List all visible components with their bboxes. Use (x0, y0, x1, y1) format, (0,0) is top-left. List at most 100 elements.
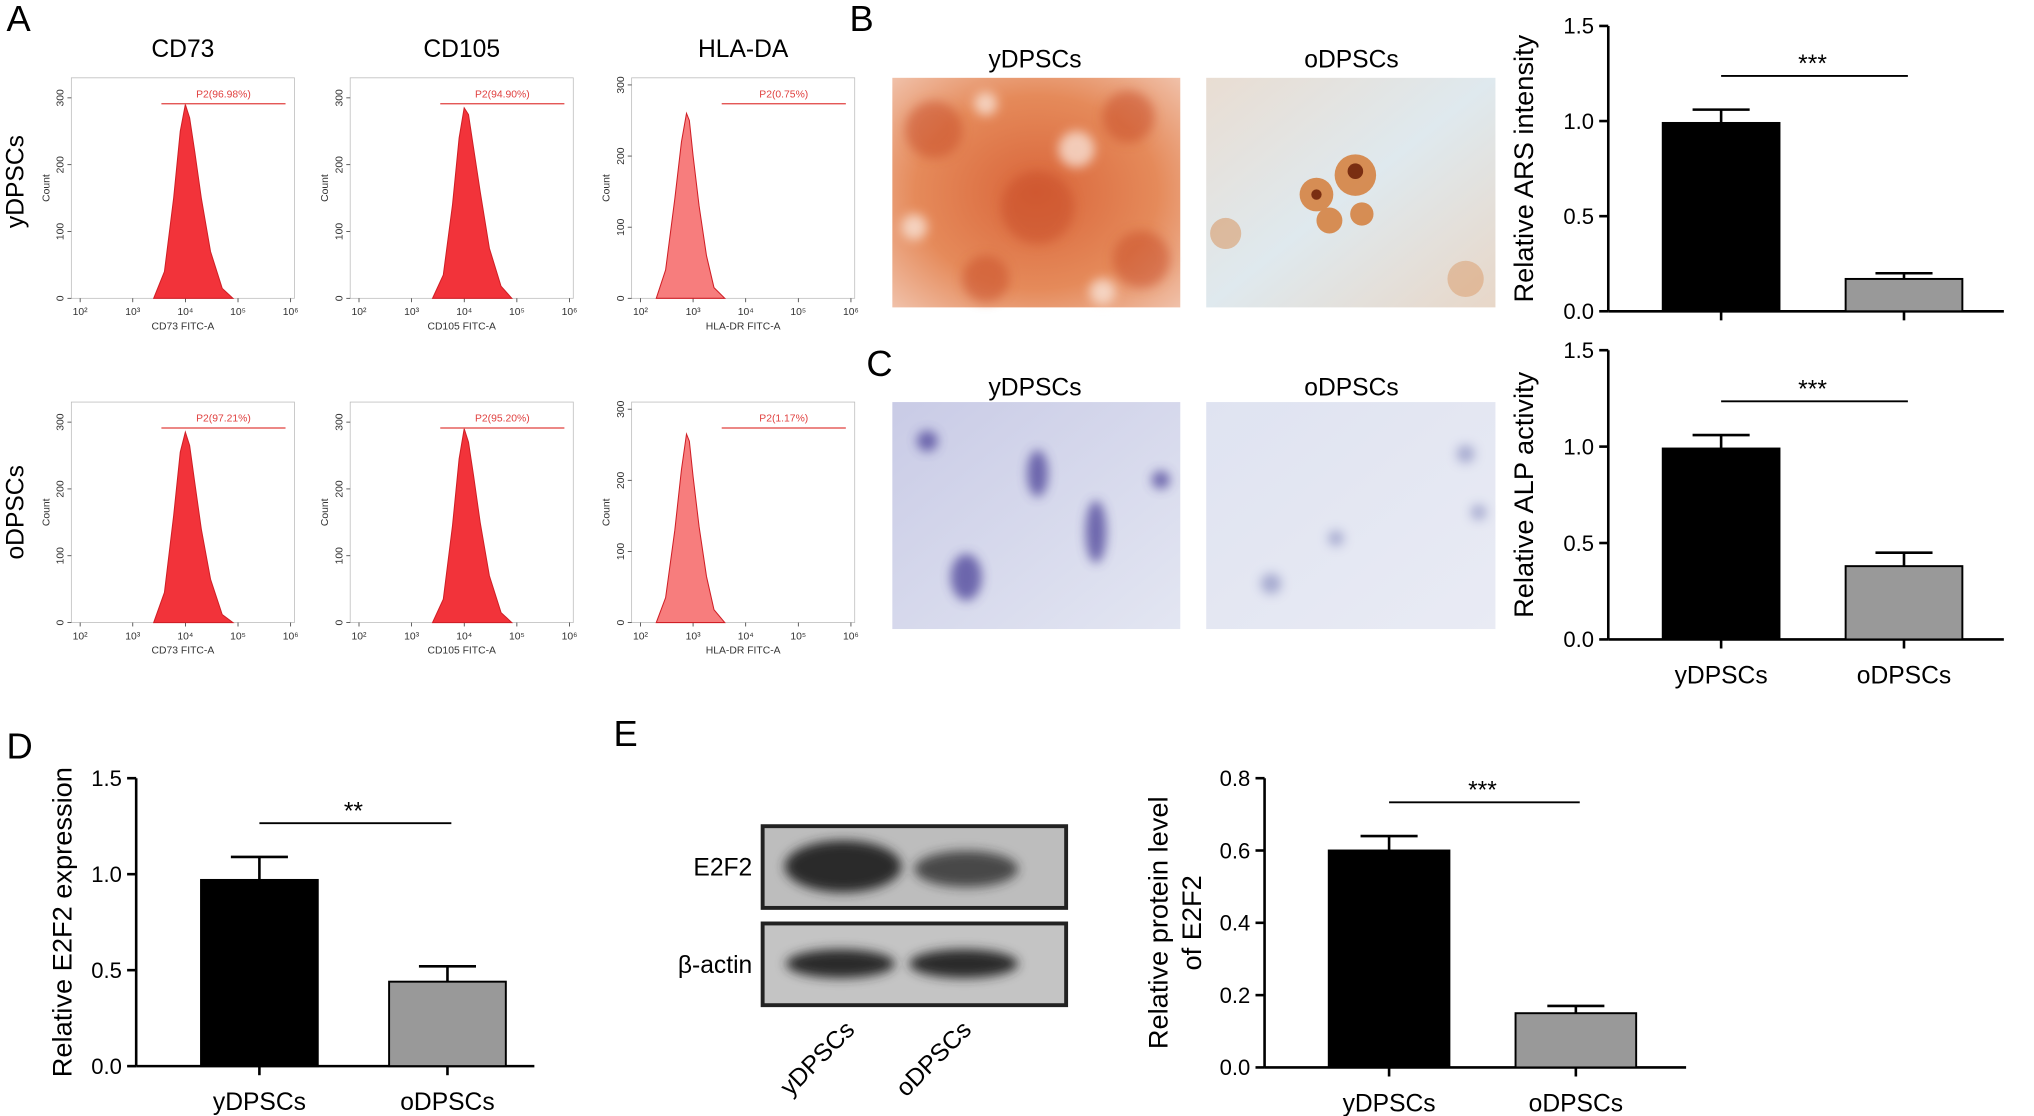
y-axis-label: Count (41, 498, 52, 526)
alp-image-old (1206, 402, 1496, 630)
bar (1661, 121, 1781, 313)
error-bar (230, 855, 288, 880)
panel-label: E (613, 713, 637, 754)
y-tick-label: 1.5 (91, 766, 122, 791)
ars-image-old (1206, 77, 1496, 308)
image-title: yDPSCs (988, 46, 1081, 73)
y-tick-label: 300 (56, 89, 67, 107)
x-tick-label: 10³ (125, 307, 141, 318)
x-axis-label: CD105 FITC-A (427, 646, 496, 657)
bar (1661, 447, 1781, 641)
histogram-area (152, 104, 235, 299)
row-label: oDPSCs (2, 465, 29, 559)
y-axis-label: Count (602, 498, 613, 526)
panel-label: C (866, 343, 892, 384)
y-tick-label: 0.0 (1563, 627, 1594, 652)
y-tick-label: 1.5 (1563, 338, 1594, 363)
histogram-area (655, 432, 726, 624)
panel-label: A (6, 0, 31, 39)
y-axis-label: Count (41, 174, 52, 202)
y-tick-label: 200 (334, 156, 345, 174)
gate-label: P2(0.75%) (759, 89, 808, 100)
error-bar (1360, 834, 1418, 851)
bar (1844, 277, 1964, 313)
y-tick-label: 1.5 (1563, 14, 1594, 39)
blot-label: E2F2 (693, 854, 752, 881)
histogram-area (431, 106, 513, 299)
bar (388, 980, 507, 1068)
y-tick-label: 200 (56, 480, 67, 498)
blot-label: β-actin (678, 952, 752, 979)
gate-label: P2(97.21%) (196, 414, 251, 425)
bar (1844, 565, 1964, 641)
y-tick-label: 200 (616, 471, 627, 489)
x-tick-label: 10³ (404, 631, 420, 642)
x-tick-label: 10⁶ (843, 307, 859, 318)
x-tick-label: 10² (73, 631, 89, 642)
x-tick-label: 10² (352, 307, 368, 318)
x-tick-label: oDPSCs (400, 1089, 494, 1116)
y-tick-label: 0 (616, 619, 627, 625)
y-tick-label: 0.0 (1220, 1055, 1251, 1080)
x-axis-label: HLA-DR FITC-A (706, 321, 781, 332)
y-tick-label: 300 (334, 413, 345, 431)
bar (1514, 1012, 1638, 1069)
y-tick-label: 0 (334, 295, 345, 301)
y-tick-label: 1.0 (91, 862, 122, 887)
y-tick-label: 0 (616, 295, 627, 301)
x-tick-label: 10⁶ (562, 307, 578, 318)
y-tick-label: 0.0 (91, 1054, 122, 1079)
x-tick-label: yDPSCs (1675, 663, 1768, 690)
error-bar (1547, 1004, 1605, 1014)
x-axis-label: HLA-DR FITC-A (706, 646, 781, 657)
y-tick-label: 200 (334, 480, 345, 498)
x-tick-label: 10⁶ (562, 631, 578, 642)
x-tick-label: 10⁶ (283, 307, 299, 318)
blot-lane-label: yDPSCs (775, 1016, 860, 1101)
gate-label: P2(1.17%) (759, 414, 808, 425)
y-tick-label: 200 (56, 156, 67, 174)
error-bar (1692, 108, 1750, 123)
y-tick-label: 0.5 (1563, 204, 1594, 229)
y-tick-label: 0.5 (91, 958, 122, 983)
x-tick-label: 10³ (404, 307, 420, 318)
y-tick-label: 100 (616, 218, 627, 236)
plot-frame (631, 401, 856, 623)
x-tick-label: 10⁵ (790, 631, 806, 642)
histogram-area (431, 428, 514, 624)
x-tick-label: 10² (352, 631, 368, 642)
significance-label: ** (344, 798, 364, 825)
gate-label: P2(94.90%) (475, 89, 530, 100)
x-tick-label: 10⁴ (738, 307, 754, 318)
y-axis-label: Relative E2F2 expression (46, 767, 77, 1077)
y-tick-label: 0.2 (1220, 983, 1251, 1008)
column-title: CD105 (423, 36, 500, 63)
significance-label: *** (1468, 777, 1497, 804)
x-tick-label: yDPSCs (213, 1089, 306, 1116)
bar (1327, 849, 1451, 1069)
y-tick-label: 0.0 (1563, 299, 1594, 324)
x-tick-label: 10² (73, 307, 89, 318)
y-tick-label: 100 (56, 223, 67, 241)
x-tick-label: 10⁵ (230, 631, 246, 642)
significance-label: *** (1798, 51, 1827, 78)
y-tick-label: 0.6 (1220, 838, 1251, 863)
x-tick-label: 10⁶ (283, 631, 299, 642)
y-axis-label: Relative ALP activity (1508, 371, 1539, 617)
x-tick-label: 10⁵ (790, 307, 806, 318)
image-title: oDPSCs (1304, 46, 1398, 73)
y-axis-label: Relative ARS intensity (1508, 34, 1539, 302)
plot-frame (631, 77, 856, 299)
y-tick-label: 0.8 (1220, 766, 1251, 791)
panel-label: B (850, 0, 874, 39)
y-tick-label: 100 (616, 543, 627, 561)
x-tick-label: 10⁶ (843, 631, 859, 642)
histogram-area (152, 430, 235, 624)
y-axis-label: Relative protein level (1142, 796, 1173, 1049)
gate-label: P2(95.20%) (475, 414, 530, 425)
y-tick-label: 0.4 (1220, 911, 1251, 936)
gate-label: P2(96.98%) (196, 89, 251, 100)
